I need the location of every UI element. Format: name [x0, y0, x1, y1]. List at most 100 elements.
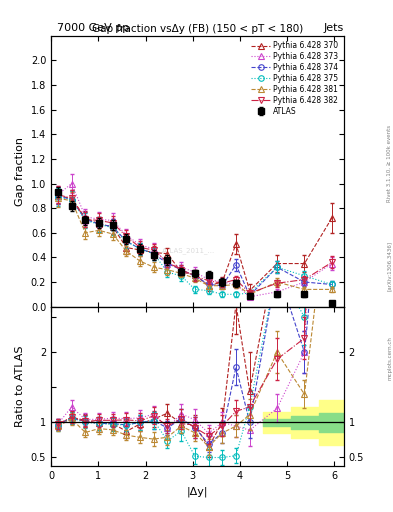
- Pythia 6.428 370: [329, 215, 334, 221]
- Pythia 6.428 375: [165, 269, 170, 275]
- Pythia 6.428 375: [233, 291, 238, 297]
- Pythia 6.428 373: [69, 180, 74, 186]
- Pythia 6.428 382: [193, 273, 197, 279]
- Pythia 6.428 370: [220, 279, 225, 285]
- Pythia 6.428 382: [233, 276, 238, 283]
- Pythia 6.428 374: [165, 261, 170, 267]
- Line: Pythia 6.428 382: Pythia 6.428 382: [55, 192, 334, 296]
- Pythia 6.428 374: [220, 283, 225, 289]
- Pythia 6.428 373: [247, 294, 252, 300]
- Pythia 6.428 375: [193, 286, 197, 292]
- Pythia 6.428 374: [69, 197, 74, 203]
- Pythia 6.428 382: [83, 216, 88, 222]
- Line: Pythia 6.428 375: Pythia 6.428 375: [55, 195, 334, 297]
- Pythia 6.428 382: [55, 191, 60, 198]
- Pythia 6.428 373: [206, 276, 211, 283]
- Pythia 6.428 374: [193, 273, 197, 279]
- Pythia 6.428 374: [302, 279, 307, 285]
- Title: Gap fraction vsΔy (FB) (150 < pT < 180): Gap fraction vsΔy (FB) (150 < pT < 180): [92, 24, 303, 34]
- Pythia 6.428 375: [220, 291, 225, 297]
- Pythia 6.428 382: [247, 290, 252, 296]
- Pythia 6.428 374: [233, 262, 238, 268]
- Text: Jets: Jets: [323, 23, 344, 33]
- Pythia 6.428 381: [247, 291, 252, 297]
- Pythia 6.428 370: [165, 251, 170, 257]
- Pythia 6.428 373: [124, 232, 129, 238]
- Pythia 6.428 375: [97, 221, 101, 227]
- Line: Pythia 6.428 370: Pythia 6.428 370: [55, 193, 334, 293]
- Text: 7000 GeV pp: 7000 GeV pp: [57, 23, 129, 33]
- Pythia 6.428 382: [302, 276, 307, 283]
- Pythia 6.428 373: [233, 282, 238, 288]
- Pythia 6.428 381: [124, 248, 129, 254]
- Pythia 6.428 375: [69, 197, 74, 203]
- Pythia 6.428 370: [275, 261, 279, 267]
- Line: Pythia 6.428 373: Pythia 6.428 373: [55, 181, 334, 300]
- Pythia 6.428 375: [329, 282, 334, 288]
- Pythia 6.428 381: [329, 286, 334, 292]
- Pythia 6.428 373: [302, 279, 307, 285]
- Pythia 6.428 381: [206, 283, 211, 289]
- Pythia 6.428 374: [151, 251, 156, 257]
- Pythia 6.428 374: [110, 224, 115, 230]
- Line: Pythia 6.428 381: Pythia 6.428 381: [55, 196, 334, 297]
- Pythia 6.428 370: [193, 271, 197, 278]
- Text: mcplots.cern.ch: mcplots.cern.ch: [387, 336, 392, 380]
- Pythia 6.428 382: [110, 220, 115, 226]
- Pythia 6.428 370: [302, 261, 307, 267]
- Pythia 6.428 375: [206, 288, 211, 294]
- Line: Pythia 6.428 374: Pythia 6.428 374: [55, 193, 334, 298]
- Pythia 6.428 374: [138, 246, 143, 252]
- Pythia 6.428 382: [329, 259, 334, 265]
- Text: ATLAS_2011_...: ATLAS_2011_...: [162, 247, 215, 254]
- Pythia 6.428 375: [124, 238, 129, 244]
- Pythia 6.428 374: [247, 292, 252, 298]
- Pythia 6.428 375: [179, 273, 184, 279]
- Pythia 6.428 381: [110, 231, 115, 237]
- Pythia 6.428 381: [302, 286, 307, 292]
- Pythia 6.428 382: [220, 280, 225, 286]
- Pythia 6.428 375: [55, 194, 60, 200]
- Pythia 6.428 374: [83, 216, 88, 222]
- Pythia 6.428 382: [97, 218, 101, 224]
- Pythia 6.428 375: [151, 251, 156, 257]
- Pythia 6.428 373: [83, 214, 88, 220]
- Pythia 6.428 370: [124, 244, 129, 250]
- Pythia 6.428 375: [110, 225, 115, 231]
- Pythia 6.428 370: [247, 288, 252, 294]
- Pythia 6.428 375: [138, 246, 143, 252]
- Pythia 6.428 374: [206, 282, 211, 288]
- Pythia 6.428 381: [69, 198, 74, 204]
- Pythia 6.428 381: [55, 195, 60, 201]
- Pythia 6.428 381: [233, 282, 238, 288]
- Pythia 6.428 381: [275, 279, 279, 285]
- Legend: Pythia 6.428 370, Pythia 6.428 373, Pythia 6.428 374, Pythia 6.428 375, Pythia 6: Pythia 6.428 370, Pythia 6.428 373, Pyth…: [250, 39, 340, 117]
- Pythia 6.428 373: [275, 289, 279, 295]
- Text: Rivet 3.1.10, ≥ 100k events: Rivet 3.1.10, ≥ 100k events: [387, 125, 392, 202]
- Pythia 6.428 373: [151, 246, 156, 252]
- Pythia 6.428 370: [69, 195, 74, 201]
- Pythia 6.428 370: [83, 215, 88, 221]
- Pythia 6.428 382: [165, 259, 170, 265]
- Y-axis label: Ratio to ATLAS: Ratio to ATLAS: [15, 346, 25, 427]
- Pythia 6.428 370: [138, 247, 143, 253]
- Pythia 6.428 375: [302, 273, 307, 279]
- Pythia 6.428 370: [97, 221, 101, 227]
- Pythia 6.428 375: [83, 218, 88, 224]
- Pythia 6.428 373: [165, 261, 170, 267]
- Pythia 6.428 373: [138, 242, 143, 248]
- Pythia 6.428 370: [206, 283, 211, 289]
- Pythia 6.428 375: [275, 264, 279, 270]
- Pythia 6.428 373: [97, 216, 101, 222]
- Pythia 6.428 382: [206, 278, 211, 284]
- Pythia 6.428 370: [179, 269, 184, 275]
- Y-axis label: Gap fraction: Gap fraction: [15, 137, 25, 206]
- Pythia 6.428 370: [55, 193, 60, 199]
- Pythia 6.428 382: [124, 233, 129, 240]
- Pythia 6.428 373: [110, 218, 115, 224]
- Pythia 6.428 374: [124, 238, 129, 244]
- X-axis label: |Δy|: |Δy|: [187, 486, 208, 497]
- Pythia 6.428 381: [179, 270, 184, 276]
- Pythia 6.428 370: [233, 241, 238, 247]
- Pythia 6.428 381: [165, 267, 170, 273]
